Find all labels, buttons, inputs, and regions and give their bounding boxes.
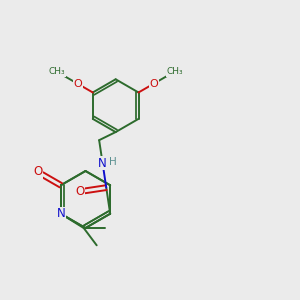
Text: O: O [33,165,42,178]
Text: N: N [56,207,65,220]
Text: N: N [98,157,107,170]
Text: O: O [149,79,158,89]
Text: O: O [75,185,84,198]
Text: O: O [73,79,82,89]
Text: H: H [109,157,116,167]
Text: CH₃: CH₃ [166,67,183,76]
Text: CH₃: CH₃ [49,67,65,76]
